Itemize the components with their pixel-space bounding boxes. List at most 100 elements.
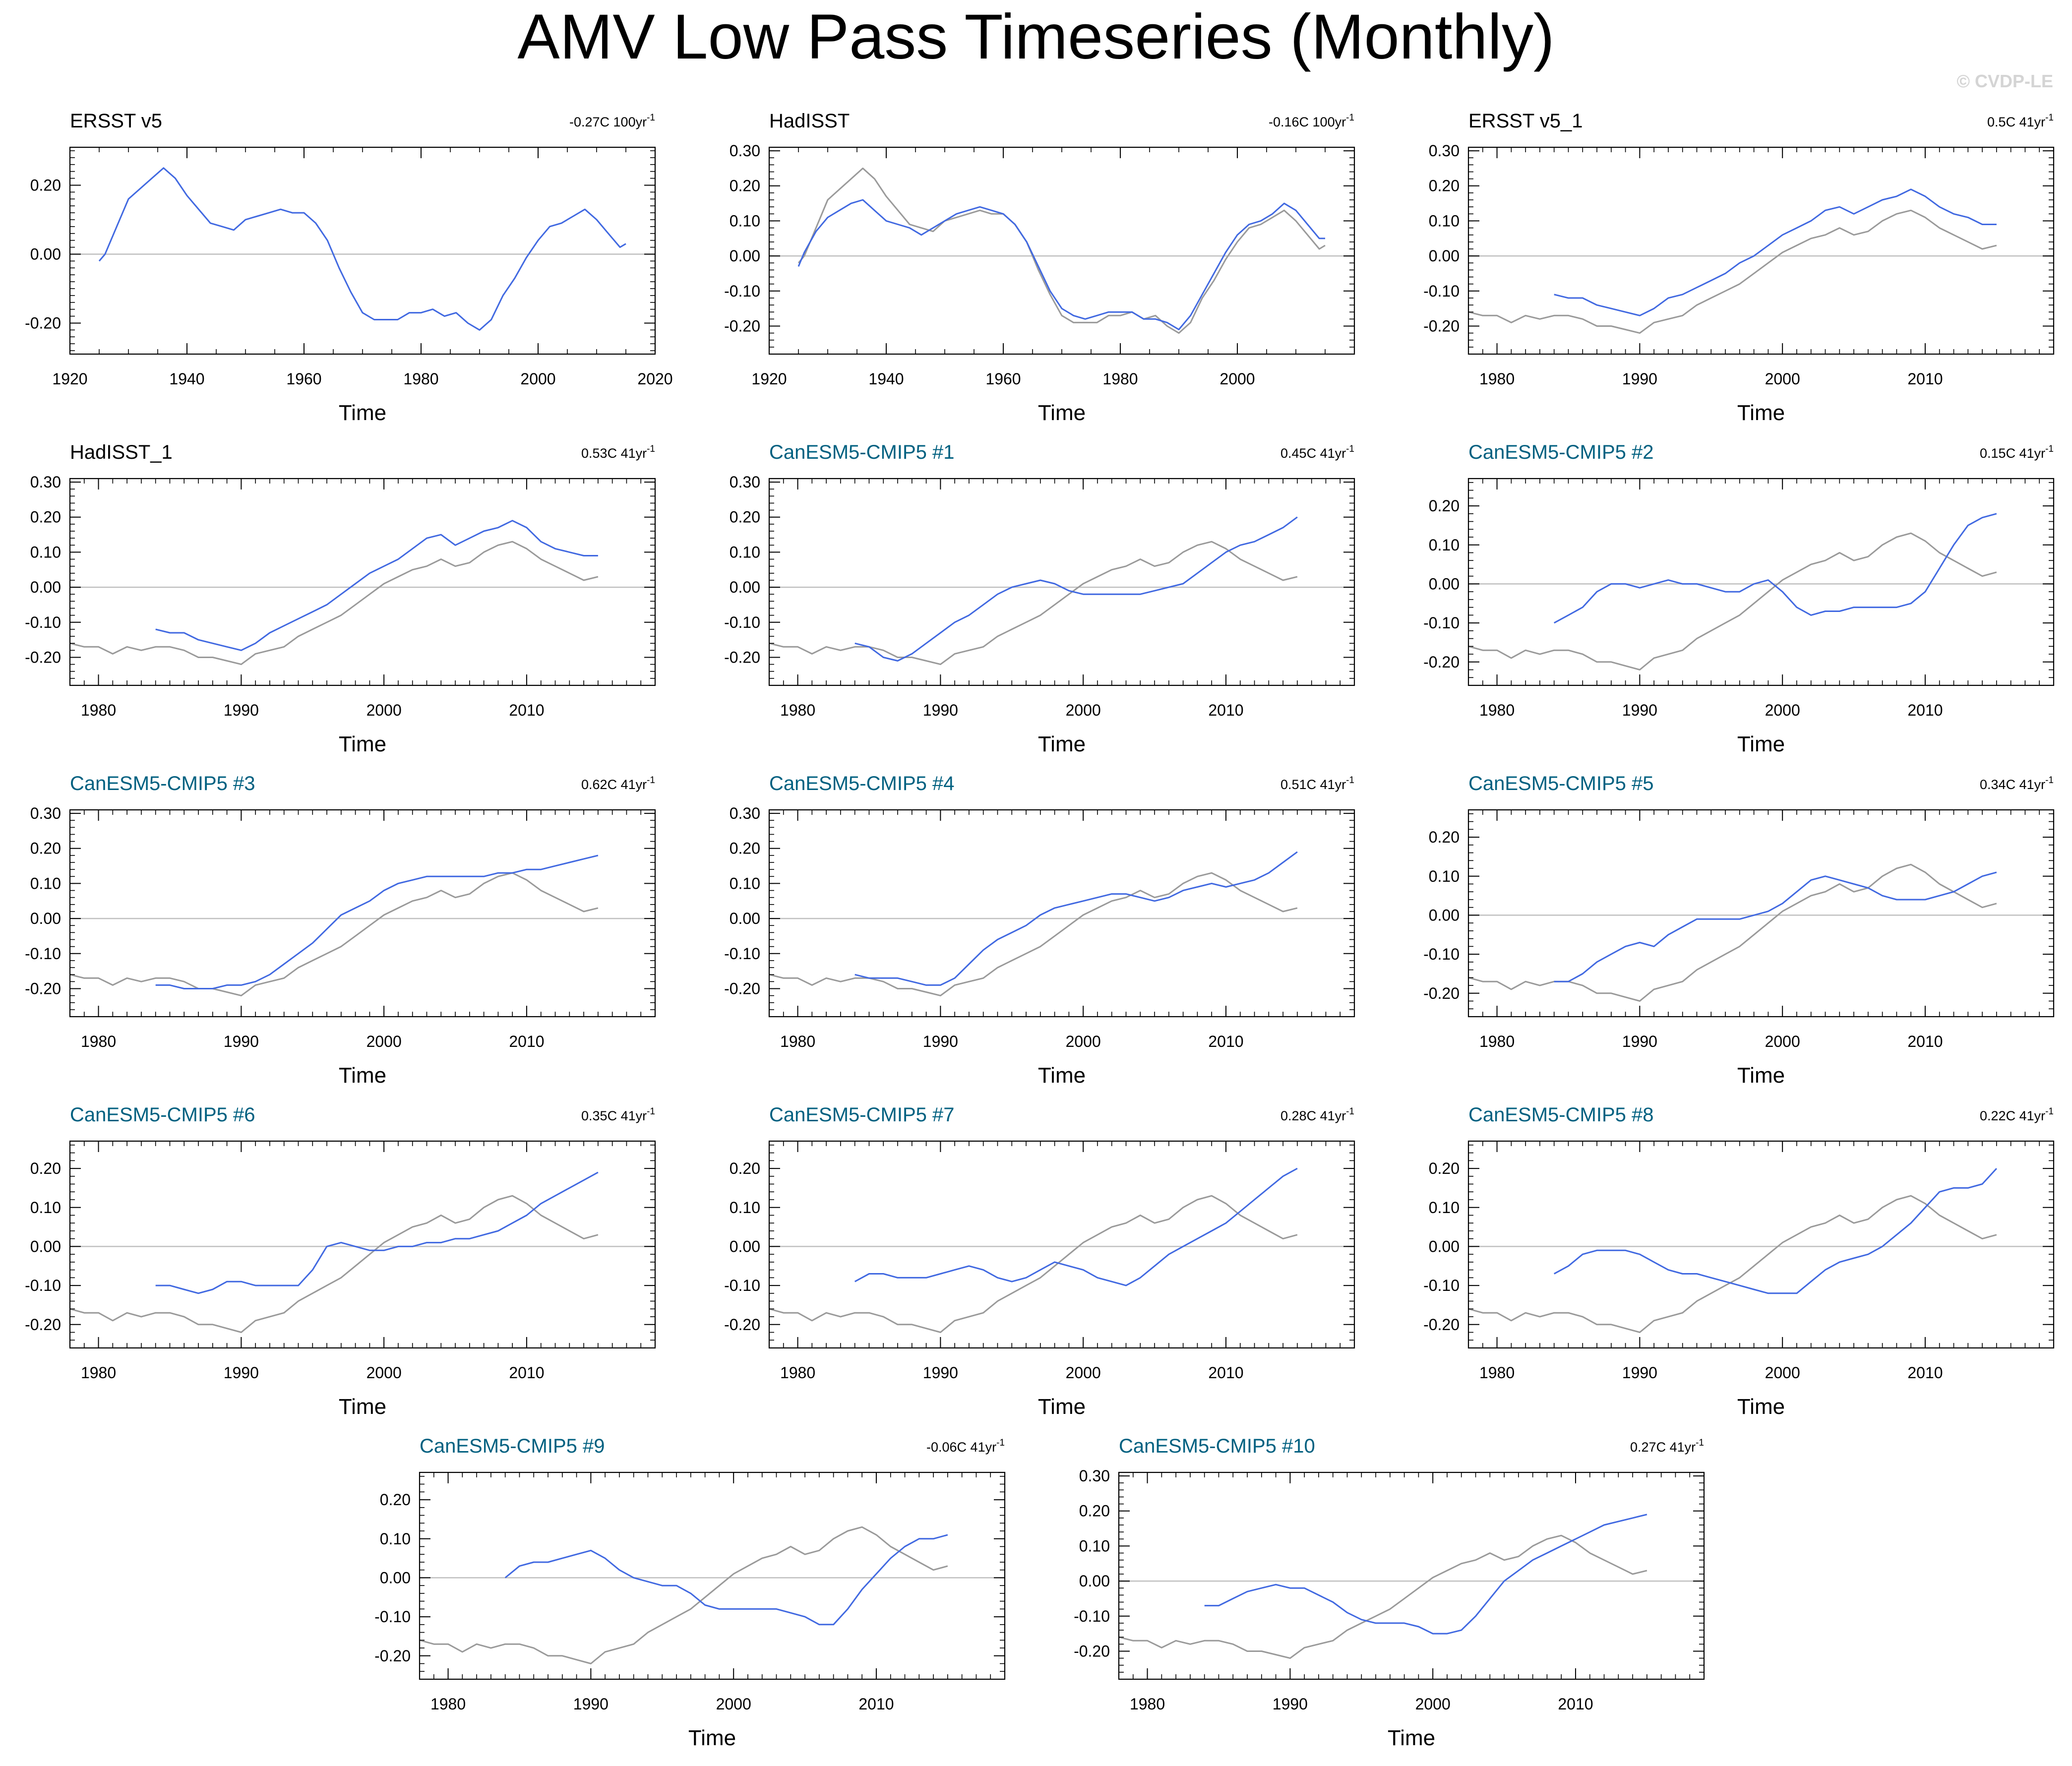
y-tick-label: 0.00: [1429, 1237, 1460, 1255]
y-tick-label: 0.20: [1079, 1502, 1110, 1520]
panel-5-trend: 0.45C 41yr-1: [1280, 444, 1354, 461]
y-tick-label: 0.30: [1429, 142, 1460, 160]
panel-12-trend: 0.22C 41yr-1: [1980, 1106, 2054, 1123]
y-tick-label: 0.10: [380, 1530, 411, 1548]
y-tick-label: -0.20: [724, 317, 760, 335]
plot-frame: [768, 809, 1355, 1018]
x-tick-label: 2010: [1907, 1364, 1943, 1382]
x-tick-label: 1920: [52, 370, 87, 388]
y-tick-label: 0.00: [730, 578, 760, 596]
trend-exponent: -1: [2045, 444, 2054, 454]
y-tick-label: 0.20: [30, 508, 61, 526]
panel-1-trend: -0.27C 100yr-1: [569, 113, 655, 129]
y-tick-label: -0.20: [25, 1316, 61, 1334]
y-tick-label: 0.20: [1429, 177, 1460, 195]
trend-value: 0.45C 41yr: [1280, 446, 1346, 461]
y-tick-label: 0.30: [30, 804, 61, 822]
trend-exponent: -1: [1346, 444, 1354, 454]
panel-12: CanESM5-CMIP5 #8 0.22C 41yr-1 1980 1990 2000…: [1423, 1104, 2055, 1419]
model-series-line: [155, 1171, 599, 1294]
y-tick-label: 0.00: [30, 245, 61, 263]
y-tick-label: 0.00: [30, 578, 61, 596]
plot-frame: [69, 809, 656, 1018]
y-tick-label: -0.10: [724, 1277, 760, 1294]
y-tick-label: -0.10: [1423, 614, 1460, 632]
x-axis-title: Time: [1737, 732, 1785, 756]
panel-7-title: CanESM5-CMIP5 #3: [70, 773, 255, 794]
model-series-line: [854, 516, 1298, 662]
y-tick-label: 0.00: [30, 1237, 61, 1255]
panel-10-trend: 0.35C 41yr-1: [581, 1106, 655, 1123]
x-tick-label: 1980: [430, 1695, 466, 1713]
panel-2-trend: -0.16C 100yr-1: [1269, 113, 1354, 129]
x-tick-label: 1990: [1622, 1033, 1657, 1050]
trend-exponent: -1: [647, 1106, 655, 1117]
x-tick-label: 2000: [1765, 701, 1800, 719]
panel-4-trend: 0.53C 41yr-1: [581, 444, 655, 461]
y-tick-label: -0.10: [1074, 1607, 1110, 1625]
x-tick-label: 1960: [985, 370, 1021, 388]
x-tick-label: 2000: [366, 701, 402, 719]
model-series-line: [155, 520, 598, 651]
x-tick-label: 2010: [1208, 1033, 1243, 1050]
x-tick-label: 1990: [1622, 1364, 1657, 1382]
observation-series-line: [69, 1195, 599, 1333]
x-tick-label: 2000: [1066, 1033, 1101, 1050]
y-tick-label: -0.20: [1423, 317, 1460, 335]
plot-frame: [1467, 1140, 2055, 1349]
x-tick-label: 1980: [81, 1364, 116, 1382]
panel-12-title: CanESM5-CMIP5 #8: [1468, 1104, 1653, 1126]
panel-3-trend: 0.5C 41yr-1: [1987, 113, 2054, 129]
y-tick-label: 0.10: [1429, 867, 1460, 885]
x-tick-label: 2000: [366, 1364, 402, 1382]
y-tick-label: 0.00: [730, 1237, 760, 1255]
trend-value: 0.22C 41yr: [1980, 1108, 2045, 1123]
x-tick-label: 1980: [403, 370, 438, 388]
y-tick-label: -0.10: [25, 945, 61, 963]
x-tick-label: 2000: [1765, 370, 1800, 388]
x-tick-label: 2010: [1558, 1695, 1593, 1713]
trend-value: 0.27C 41yr: [1630, 1440, 1696, 1455]
x-tick-label: 1980: [1479, 1364, 1515, 1382]
x-axis-title: Time: [1038, 1063, 1086, 1088]
y-tick-label: 0.00: [730, 247, 760, 265]
y-tick-label: 0.10: [30, 543, 61, 561]
y-tick-label: 0.30: [30, 473, 61, 491]
trend-value: 0.62C 41yr: [581, 777, 647, 792]
y-tick-label: -0.20: [1423, 653, 1460, 671]
panel-9: CanESM5-CMIP5 #5 0.34C 41yr-1 1980 1990 2000…: [1423, 773, 2055, 1088]
trend-exponent: -1: [647, 775, 655, 786]
x-tick-label: 1980: [1479, 370, 1515, 388]
y-tick-label: -0.10: [1423, 1277, 1460, 1294]
panel-1: ERSST v5 -0.27C 100yr-1 1920 1940 1960 1980 20…: [25, 110, 673, 425]
y-tick-label: 0.00: [1429, 247, 1460, 265]
y-tick-label: -0.20: [25, 648, 61, 666]
y-tick-label: 0.10: [1429, 212, 1460, 230]
observation-series-line: [769, 872, 1298, 997]
x-tick-label: 2000: [1765, 1033, 1800, 1050]
x-tick-label: 2000: [520, 370, 555, 388]
trend-value: 0.28C 41yr: [1280, 1108, 1346, 1123]
x-tick-label: 1940: [868, 370, 904, 388]
x-axis-title: Time: [339, 1395, 386, 1419]
y-tick-label: 0.00: [30, 910, 61, 927]
plot-frame: [1467, 146, 2055, 355]
y-tick-label: 0.00: [1429, 906, 1460, 924]
model-series-line: [155, 854, 599, 989]
x-tick-label: 1980: [780, 1033, 815, 1050]
plot-frame: [1467, 809, 2055, 1018]
y-tick-label: 0.00: [1429, 575, 1460, 593]
observation-series-line: [797, 167, 1326, 334]
panel-14-trend: 0.27C 41yr-1: [1630, 1438, 1704, 1455]
trend-value: -0.16C 100yr: [1269, 115, 1346, 129]
x-axis-title: Time: [688, 1726, 736, 1750]
y-tick-label: -0.20: [724, 648, 760, 666]
panel-13: CanESM5-CMIP5 #9 -0.06C 41yr-1 1980 1990 200…: [374, 1435, 1006, 1750]
x-tick-label: 1990: [224, 1033, 259, 1050]
y-tick-label: -0.20: [1423, 984, 1460, 1002]
cvdp-credit: © CVDP-LE: [1956, 71, 2053, 91]
plot-frame: [768, 478, 1355, 686]
y-tick-label: -0.10: [724, 945, 760, 963]
